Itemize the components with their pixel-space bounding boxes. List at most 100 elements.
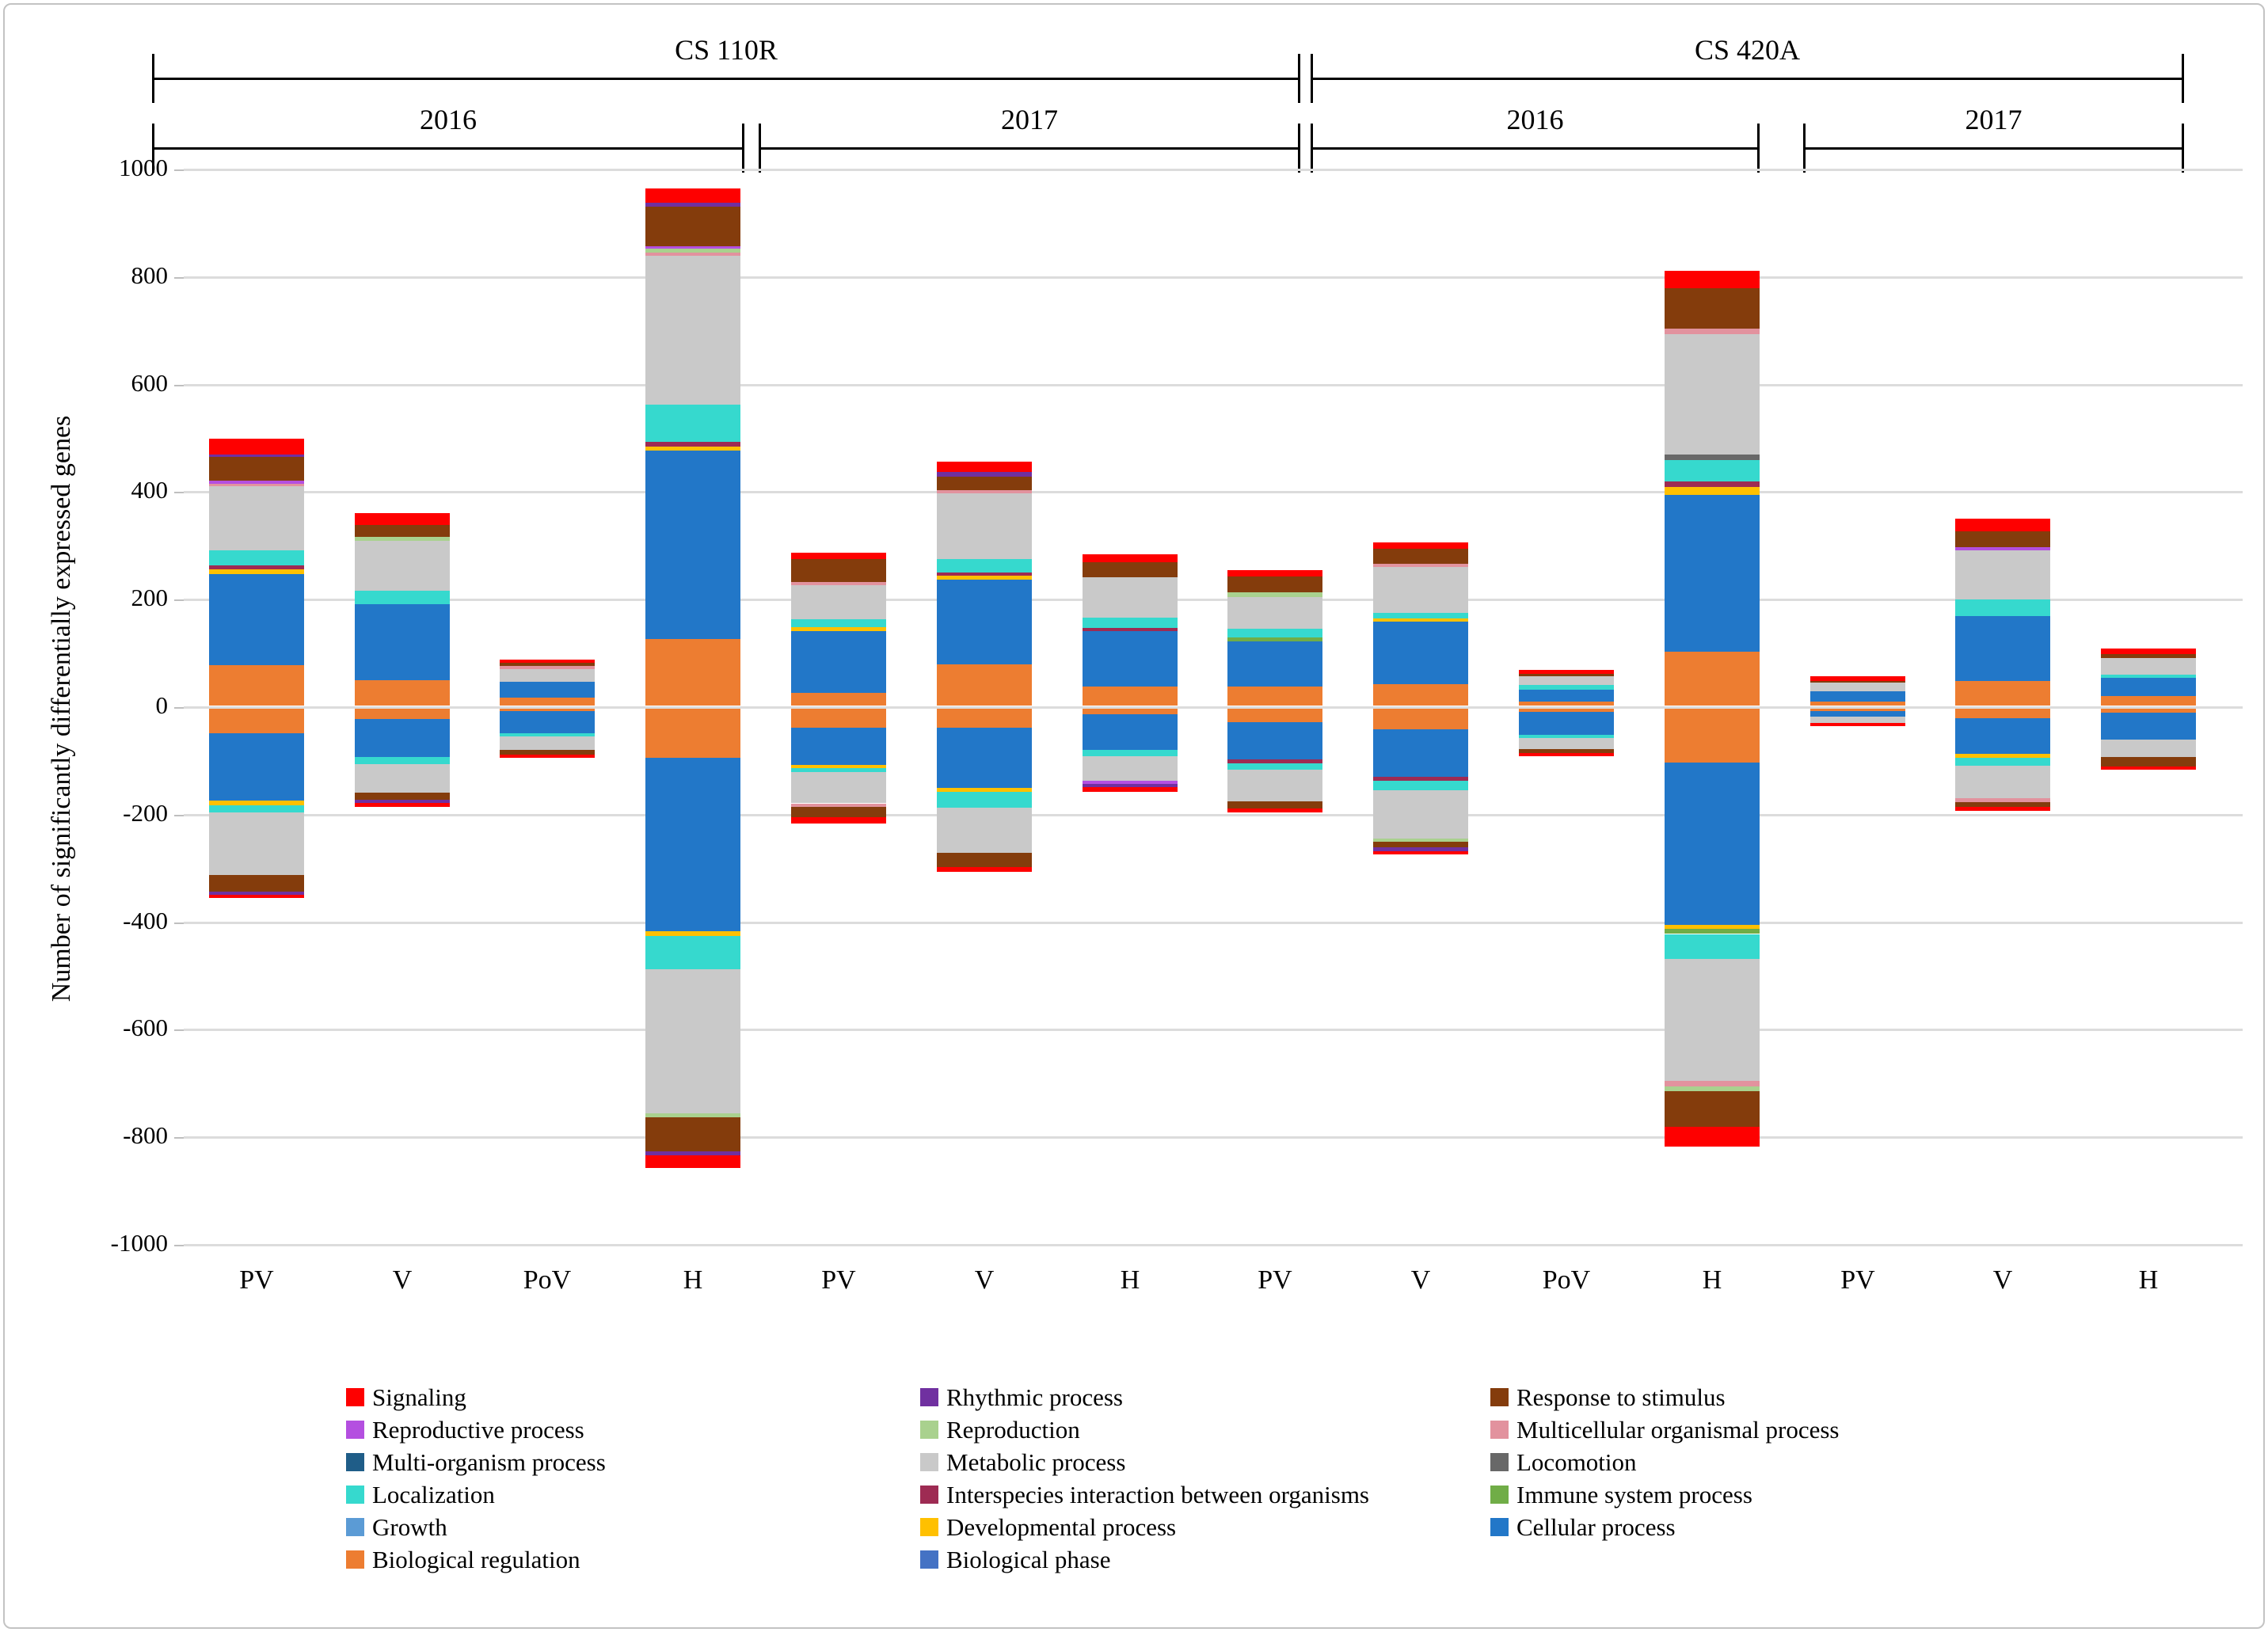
segment-localization	[1373, 780, 1468, 791]
segment-localization	[1665, 934, 1760, 959]
segment-regulation	[1955, 709, 2050, 718]
legend-item-immune: Immune system process	[1490, 1478, 2215, 1511]
segment-multicellular	[1665, 1080, 1760, 1087]
segment-metabolic	[2101, 658, 2196, 675]
segment-regulation	[1665, 709, 1760, 763]
x-category-label: V	[1992, 1265, 2013, 1295]
segment-response	[937, 477, 1032, 490]
segment-metabolic	[791, 584, 886, 620]
segment-localization	[645, 404, 740, 442]
segment-cellular	[1227, 721, 1322, 759]
segment-rhythmic	[645, 203, 740, 207]
x-category-label: PoV	[523, 1265, 572, 1295]
segment-response	[355, 524, 450, 538]
segment-metabolic	[1373, 567, 1468, 613]
segment-localization	[1083, 617, 1178, 629]
gridline--200	[184, 814, 2243, 816]
segment-reproduction	[355, 537, 450, 542]
segment-signaling	[791, 817, 886, 824]
y-axis-tick-label: -1000	[110, 1229, 168, 1257]
segment-signaling	[645, 188, 740, 204]
segment-signaling	[1810, 722, 1905, 726]
y-axis-tick	[174, 385, 184, 386]
segment-metabolic	[645, 969, 740, 1114]
segment-regulation	[1810, 709, 1905, 711]
bar-CS420A-2016-V	[1373, 0, 1468, 1632]
segment-response	[1955, 531, 2050, 548]
x-category-label: H	[1702, 1265, 1722, 1295]
segment-localization	[1519, 734, 1614, 738]
bar-CS110R-2016-H	[645, 0, 740, 1632]
legend-item-response: Response to stimulus	[1490, 1381, 2215, 1413]
bracket-tick	[2182, 54, 2184, 103]
segment-interspecies	[1373, 777, 1468, 781]
segment-regulation	[209, 709, 304, 733]
bracket-cs110r-label: CS 110R	[675, 34, 778, 66]
segment-localization	[209, 550, 304, 566]
segment-reproduction	[1227, 592, 1322, 597]
bracket-2017-cs110r: 2017	[759, 101, 1300, 181]
segment-metabolic	[645, 256, 740, 405]
segment-rhythmic	[209, 454, 304, 457]
legend-swatch-developmental	[920, 1518, 938, 1536]
legend-item-metabolic: Metabolic process	[920, 1446, 1490, 1478]
segment-metabolic	[209, 485, 304, 551]
segment-regulation	[2101, 709, 2196, 713]
segment-signaling	[937, 461, 1032, 473]
segment-signaling	[1810, 676, 1905, 682]
segment-interspecies	[1665, 481, 1760, 488]
y-axis-tick	[174, 599, 184, 601]
x-category-label: PoV	[1542, 1265, 1591, 1295]
segment-response	[2101, 757, 2196, 767]
y-axis-tick-label: 0	[155, 691, 169, 719]
segment-cellular	[1955, 616, 2050, 681]
legend-label-reproductive: Reproductive process	[372, 1415, 584, 1444]
x-category-label: V	[392, 1265, 413, 1295]
segment-signaling	[937, 866, 1032, 872]
segment-regulation	[1519, 702, 1614, 706]
segment-response	[209, 874, 304, 892]
segment-multicellular	[500, 666, 595, 669]
segment-localization	[355, 757, 450, 764]
segment-developmental	[791, 626, 886, 631]
gridline-600	[184, 384, 2243, 386]
segment-regulation	[1083, 687, 1178, 706]
segment-locomotion	[1665, 454, 1760, 461]
segment-localization	[937, 559, 1032, 573]
segment-cellular	[2101, 677, 2196, 697]
segment-cellular	[1665, 494, 1760, 652]
bracket-tick	[1311, 54, 1313, 103]
segment-response	[1227, 801, 1322, 809]
segment-metabolic	[1955, 765, 2050, 799]
y-axis-tick-label: -600	[123, 1014, 168, 1041]
bar-CS110R-2016-V	[355, 0, 450, 1632]
legend-swatch-multicellular	[1490, 1421, 1509, 1439]
segment-metabolic	[791, 772, 886, 804]
segment-signaling	[1083, 554, 1178, 562]
segment-regulation	[1227, 687, 1322, 706]
segment-cellular	[1083, 631, 1178, 687]
segment-regulation	[1955, 680, 2050, 706]
segment-cellular	[645, 451, 740, 640]
segment-regulation	[1373, 683, 1468, 706]
segment-interspecies	[209, 565, 304, 570]
segment-response	[1810, 681, 1905, 683]
gridline--600	[184, 1029, 2243, 1031]
segment-cellular	[1083, 714, 1178, 750]
y-axis-tick-label: 200	[131, 584, 169, 611]
segment-developmental	[1665, 924, 1760, 930]
legend-label-metabolic: Metabolic process	[946, 1447, 1126, 1476]
segment-reproductive	[1955, 547, 2050, 551]
x-category-label: PV	[239, 1265, 274, 1295]
segment-interspecies	[937, 572, 1032, 576]
bar-CS420A-2016-H	[1665, 0, 1760, 1632]
segment-cellular	[1373, 729, 1468, 778]
segment-localization	[791, 619, 886, 627]
y-axis-tick	[174, 1245, 184, 1246]
legend-item-interspecies: Interspecies interaction between organis…	[920, 1478, 1490, 1511]
segment-signaling	[1373, 542, 1468, 550]
segment-cellular	[2101, 713, 2196, 740]
y-axis-tick-label: -400	[123, 907, 168, 934]
segment-metabolic	[1665, 958, 1760, 1081]
legend-swatch-growth	[346, 1518, 364, 1536]
